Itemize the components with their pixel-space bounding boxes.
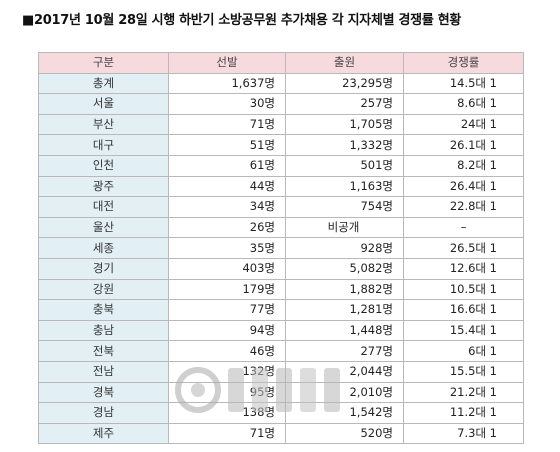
cell-region: 대구 [38, 134, 169, 156]
cell-ratio: 22.8대 1 [403, 196, 524, 218]
cell-selected: 403명 [168, 257, 286, 280]
cell-selected: 44명 [168, 175, 286, 198]
cell-applicants: 1,705명 [285, 113, 404, 136]
cell-selected: 26명 [168, 216, 286, 239]
cell-region: 경북 [38, 381, 169, 404]
cell-ratio: 15.5대 1 [403, 360, 524, 383]
table-row: 경기 403명 5,082명 12.6대 1 [38, 257, 524, 280]
table-row: 인천 61명 501명 8.2대 1 [38, 154, 524, 177]
cell-selected: 34명 [168, 196, 286, 218]
cell-ratio: 26.1대 1 [403, 134, 524, 156]
cell-selected: 30명 [168, 93, 286, 115]
table-row: 경북 95명 2,010명 21.2대 1 [38, 381, 524, 404]
cell-region: 충남 [38, 319, 169, 342]
cell-region: 세종 [38, 237, 169, 259]
table-row: 대구 51명 1,332명 26.1대 1 [38, 134, 524, 156]
cell-applicants: 1,882명 [285, 278, 404, 301]
cell-region: 전북 [38, 340, 169, 362]
cell-selected: 95명 [168, 381, 286, 404]
table-row: 총계 1,637명 23,295명 14.5대 1 [38, 72, 524, 95]
competition-rate-table: 구분 선발 출원 경쟁률 총계 1,637명 23,295명 14.5대 1 서울 30명… [38, 52, 524, 445]
cell-selected: 179명 [168, 278, 286, 301]
cell-selected: 61명 [168, 154, 286, 177]
table-row: 전남 132명 2,044명 15.5대 1 [38, 360, 524, 383]
cell-applicants: 2,010명 [285, 381, 404, 404]
table-row: 제주 71명 520명 7.3대 1 [38, 422, 524, 445]
table-row: 울산 26명 비공개 – [38, 216, 524, 239]
cell-applicants: 23,295명 [285, 72, 404, 95]
cell-applicants: 520명 [285, 422, 404, 445]
table-header-row: 구분 선발 출원 경쟁률 [38, 52, 524, 74]
cell-applicants: 1,163명 [285, 175, 404, 198]
table-row: 서울 30명 257명 8.6대 1 [38, 93, 524, 115]
cell-applicants: 1,281명 [285, 299, 404, 321]
cell-applicants: 1,448명 [285, 319, 404, 342]
cell-selected: 132명 [168, 360, 286, 383]
page-title: ■2017년 10월 28일 시행 하반기 소방공무원 추가채용 각 지자체별 … [22, 13, 462, 28]
cell-ratio: 15.4대 1 [403, 319, 524, 342]
cell-selected: 1,637명 [168, 72, 286, 95]
header-applicants: 출원 [285, 52, 404, 74]
cell-applicants: 2,044명 [285, 360, 404, 383]
cell-region: 강원 [38, 278, 169, 301]
cell-ratio: 21.2대 1 [403, 381, 524, 404]
cell-ratio: 8.6대 1 [403, 93, 524, 115]
cell-ratio: – [403, 216, 524, 239]
cell-region: 경남 [38, 402, 169, 424]
cell-ratio: 26.5대 1 [403, 237, 524, 259]
cell-ratio: 26.4대 1 [403, 175, 524, 198]
table-row: 강원 179명 1,882명 10.5대 1 [38, 278, 524, 301]
cell-ratio: 16.6대 1 [403, 299, 524, 321]
cell-ratio: 7.3대 1 [403, 422, 524, 445]
cell-selected: 94명 [168, 319, 286, 342]
cell-region: 서울 [38, 93, 169, 115]
cell-applicants: 5,082명 [285, 257, 404, 280]
cell-ratio: 12.6대 1 [403, 257, 524, 280]
table-row: 전북 46명 277명 6대 1 [38, 340, 524, 362]
cell-ratio: 24대 1 [403, 113, 524, 136]
header-region: 구분 [38, 52, 169, 74]
cell-selected: 35명 [168, 237, 286, 259]
cell-ratio: 6대 1 [403, 340, 524, 362]
cell-selected: 138명 [168, 402, 286, 424]
cell-selected: 51명 [168, 134, 286, 156]
cell-applicants: 277명 [285, 340, 404, 362]
cell-applicants: 257명 [285, 93, 404, 115]
cell-selected: 77명 [168, 299, 286, 321]
cell-region: 대전 [38, 196, 169, 218]
cell-applicants: 1,542명 [285, 402, 404, 424]
cell-region: 광주 [38, 175, 169, 198]
cell-selected: 71명 [168, 113, 286, 136]
cell-applicants: 1,332명 [285, 134, 404, 156]
table-row: 세종 35명 928명 26.5대 1 [38, 237, 524, 259]
cell-region: 충북 [38, 299, 169, 321]
cell-region: 부산 [38, 113, 169, 136]
table-row: 부산 71명 1,705명 24대 1 [38, 113, 524, 136]
cell-region: 인천 [38, 154, 169, 177]
header-ratio: 경쟁률 [403, 52, 524, 74]
cell-ratio: 14.5대 1 [403, 72, 524, 95]
cell-applicants: 754명 [285, 196, 404, 218]
cell-applicants: 501명 [285, 154, 404, 177]
cell-selected: 71명 [168, 422, 286, 445]
cell-region: 총계 [38, 72, 169, 95]
cell-region: 전남 [38, 360, 169, 383]
table-row: 광주 44명 1,163명 26.4대 1 [38, 175, 524, 198]
cell-ratio: 8.2대 1 [403, 154, 524, 177]
cell-selected: 46명 [168, 340, 286, 362]
table-row: 대전 34명 754명 22.8대 1 [38, 196, 524, 218]
cell-ratio: 10.5대 1 [403, 278, 524, 301]
cell-applicants: 928명 [285, 237, 404, 259]
cell-applicants: 비공개 [285, 216, 404, 239]
table-body: 총계 1,637명 23,295명 14.5대 1 서울 30명 257명 8.6대 1 부산 7… [38, 72, 524, 445]
table-row: 경남 138명 1,542명 11.2대 1 [38, 402, 524, 424]
table-row: 충북 77명 1,281명 16.6대 1 [38, 299, 524, 321]
cell-ratio: 11.2대 1 [403, 402, 524, 424]
table-row: 충남 94명 1,448명 15.4대 1 [38, 319, 524, 342]
cell-region: 울산 [38, 216, 169, 239]
cell-region: 제주 [38, 422, 169, 445]
cell-region: 경기 [38, 257, 169, 280]
header-selected: 선발 [168, 52, 286, 74]
